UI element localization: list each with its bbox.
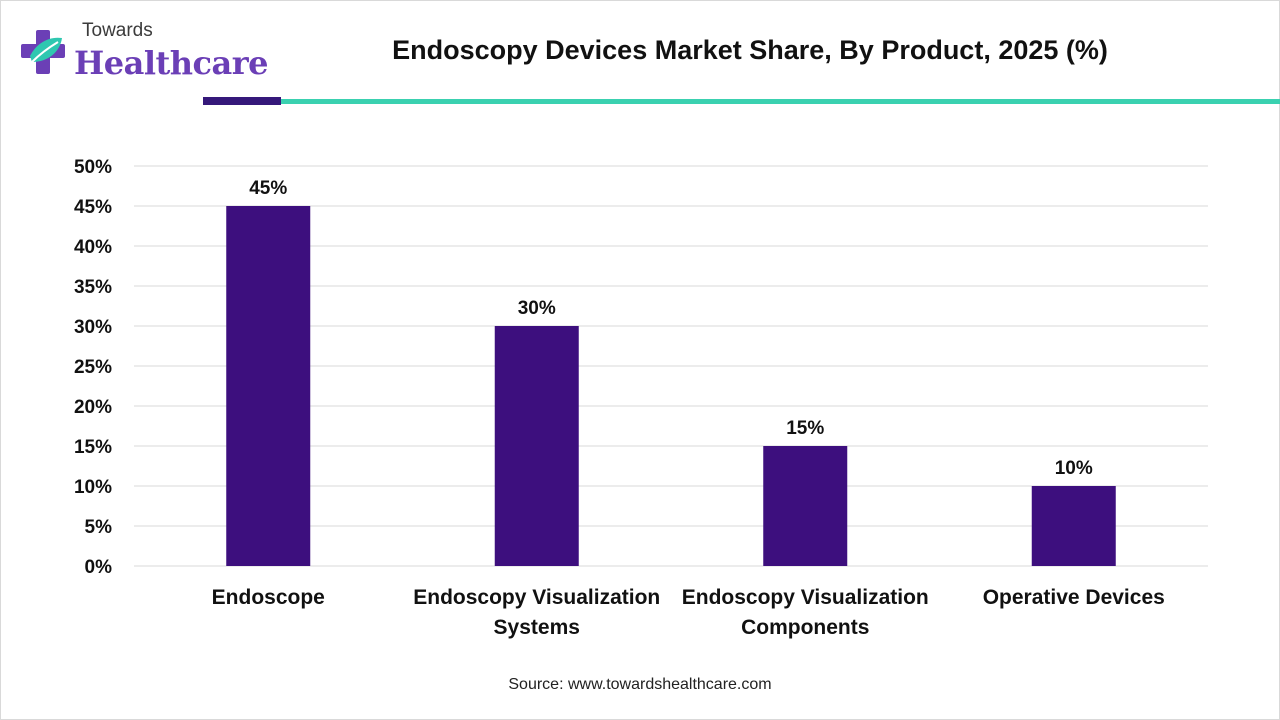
- y-tick-label: 50%: [74, 157, 112, 178]
- y-tick-label: 35%: [74, 277, 112, 298]
- chart-title: Endoscopy Devices Market Share, By Produ…: [392, 35, 1108, 65]
- y-tick-label: 0%: [85, 557, 113, 578]
- logo-top-text: Towards: [82, 20, 153, 41]
- data-label: 30%: [518, 298, 556, 319]
- y-tick-label: 25%: [74, 357, 112, 378]
- y-tick-label: 10%: [74, 477, 112, 498]
- bar: [494, 326, 579, 566]
- bar: [1031, 486, 1116, 566]
- towards-healthcare-logo: Towards Healthcare: [18, 18, 268, 84]
- y-tick-label: 15%: [74, 437, 112, 458]
- x-category-label: Components: [741, 616, 869, 639]
- x-category-label: Endoscopy Visualization: [682, 586, 929, 609]
- title-underline-accent: [203, 97, 281, 105]
- y-tick-label: 45%: [74, 197, 112, 218]
- bar: [763, 446, 848, 566]
- y-tick-label: 30%: [74, 317, 112, 338]
- y-tick-label: 5%: [85, 517, 113, 538]
- bar: [226, 206, 311, 566]
- data-label: 45%: [249, 178, 287, 199]
- data-label: 15%: [786, 418, 824, 439]
- x-category-label: Endoscopy Visualization: [413, 586, 660, 609]
- x-category-label: Endoscope: [212, 586, 325, 609]
- data-label: 10%: [1055, 458, 1093, 479]
- y-tick-label: 40%: [74, 237, 112, 258]
- source-text: Source: www.towardshealthcare.com: [508, 676, 772, 693]
- y-tick-label: 20%: [74, 397, 112, 418]
- x-category-label: Systems: [494, 616, 580, 639]
- cross-plus-leaf-icon: [21, 30, 65, 74]
- x-category-label: Operative Devices: [983, 586, 1165, 609]
- logo-main-text: Healthcare: [74, 44, 268, 82]
- title-underline: [281, 99, 1280, 104]
